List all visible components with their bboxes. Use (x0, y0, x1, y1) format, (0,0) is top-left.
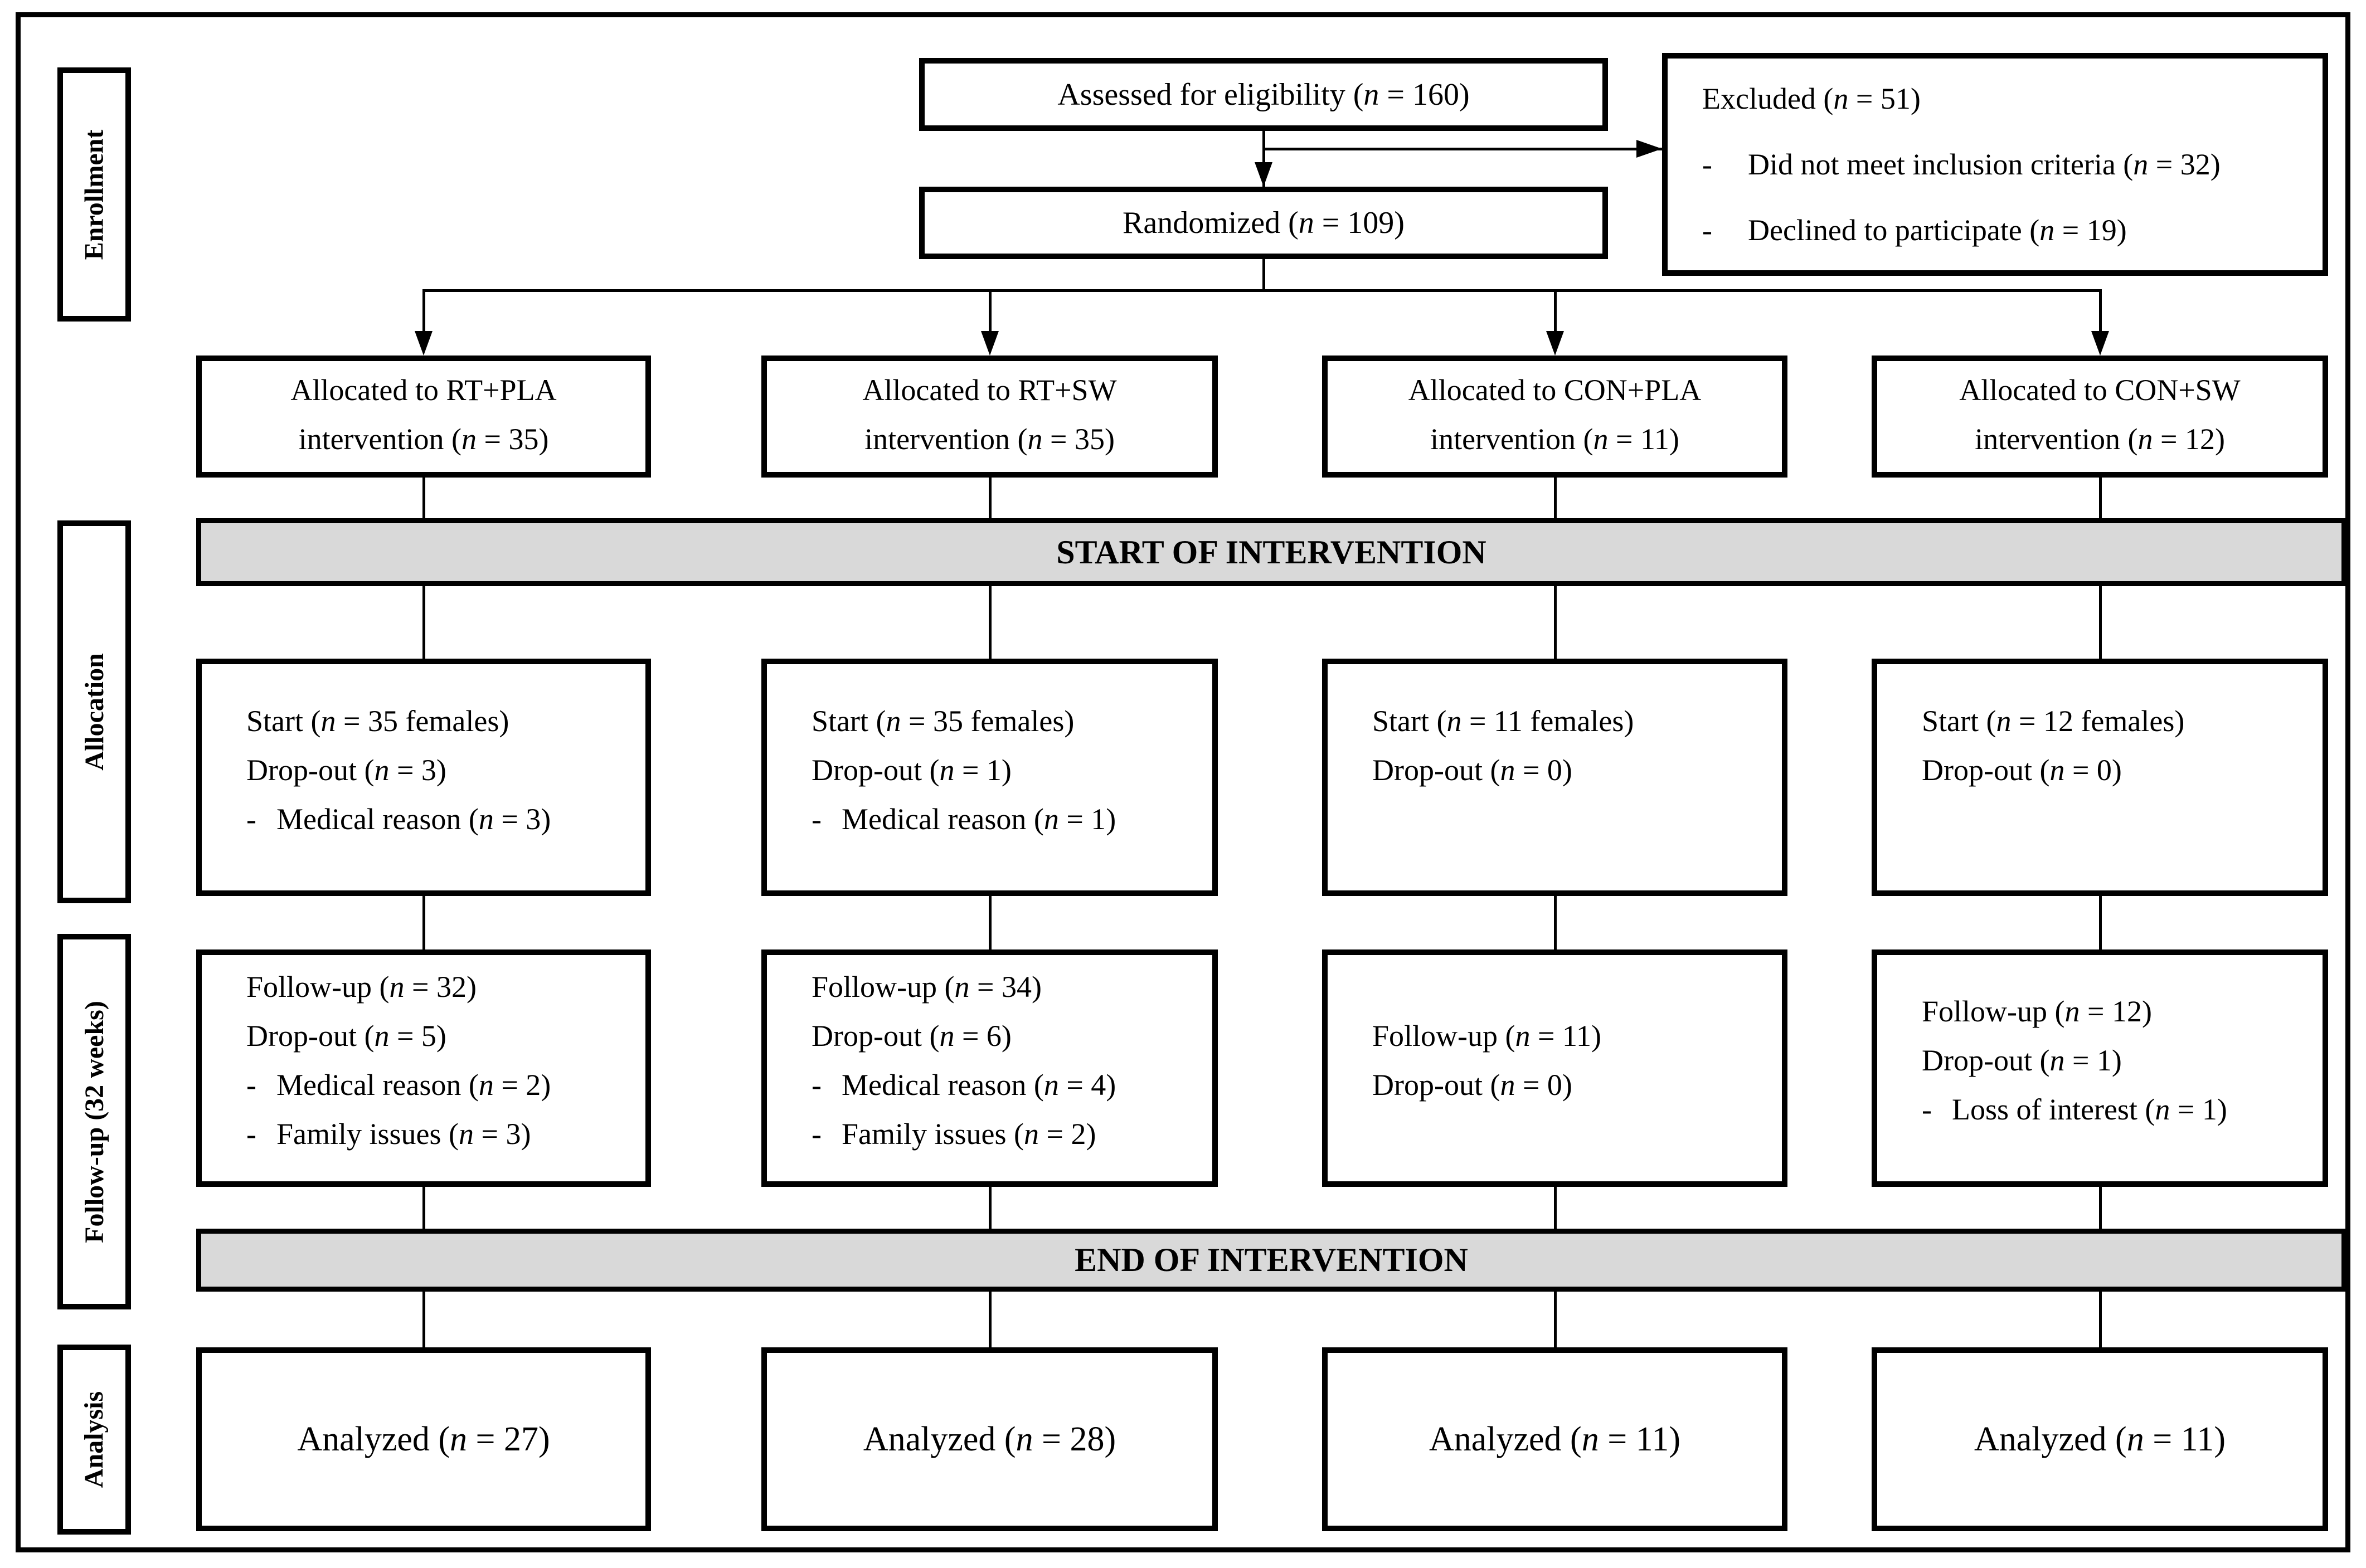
box-line: - Medical reason (n = 4) (812, 1068, 1116, 1102)
excluded-box: Excluded (n = 51) - Did not meet inclusio… (1662, 53, 2328, 276)
assessed-box: Assessed for eligibility (n = 160) (919, 58, 1608, 131)
box-line: Start (n = 35 females) (812, 704, 1075, 738)
start-box-con-sw: Start (n = 12 females) Drop-out (n = 0) (1872, 659, 2328, 896)
analysis-box-con-sw: Analyzed (n = 11) (1872, 1347, 2328, 1531)
box-line: - Family issues (n = 2) (812, 1117, 1096, 1151)
box-line: - Family issues (n = 3) (246, 1117, 531, 1151)
start-of-intervention-bar: START OF INTERVENTION (196, 518, 2346, 586)
box-line: Allocated to CON+PLA (1408, 373, 1702, 407)
followup-box-rt-sw: Follow-up (n = 34) Drop-out (n = 6) - Med… (761, 949, 1218, 1187)
allocation-box-rt-pla: Allocated to RT+PLA intervention (n = 35… (196, 356, 651, 478)
bar-label-start: START OF INTERVENTION (1056, 533, 1486, 571)
arrow-down-icon (981, 331, 999, 356)
outer-frame (16, 12, 2350, 1552)
box-line: Follow-up (n = 11) (1372, 1019, 1601, 1053)
analysis-box-rt-sw: Analyzed (n = 28) (761, 1347, 1218, 1531)
stage-label-followup: Follow-up (32 weeks) (79, 1000, 109, 1243)
stage-label-allocation: Allocation (79, 653, 109, 771)
analysis-box-rt-pla: Analyzed (n = 27) (196, 1347, 651, 1531)
box-line: Allocated to RT+PLA (290, 373, 557, 407)
allocation-box-con-sw: Allocated to CON+SW intervention (n = 12… (1872, 356, 2328, 478)
stage-label-enrollment: Enrollment (79, 129, 109, 260)
box-line: Follow-up (n = 34) (812, 970, 1042, 1004)
connector-vertical (989, 289, 992, 334)
followup-box-rt-pla: Follow-up (n = 32) Drop-out (n = 5) - Med… (196, 949, 651, 1187)
randomized-text: Randomized (n = 109) (1123, 206, 1405, 240)
box-line: Drop-out (n = 1) (812, 753, 1012, 787)
box-line: Follow-up (n = 32) (246, 970, 477, 1004)
connector-horizontal (424, 289, 2100, 292)
connector-horizontal (1264, 148, 1662, 150)
analysis-box-con-pla: Analyzed (n = 11) (1322, 1347, 1787, 1531)
box-line: Analyzed (n = 11) (1429, 1420, 1680, 1458)
assessed-text: Assessed for eligibility (n = 160) (1057, 77, 1470, 112)
box-line: Drop-out (n = 0) (1372, 753, 1572, 787)
box-line: Drop-out (n = 1) (1922, 1044, 2122, 1077)
excluded-reason: - Did not meet inclusion criteria (n = 32… (1702, 148, 2221, 181)
connector-vertical (1262, 259, 1265, 291)
box-line: Follow-up (n = 12) (1922, 995, 2152, 1028)
allocation-box-con-pla: Allocated to CON+PLA intervention (n = 1… (1322, 356, 1787, 478)
followup-box-con-pla: Follow-up (n = 11) Drop-out (n = 0) (1322, 949, 1787, 1187)
box-line: Analyzed (n = 11) (1974, 1420, 2226, 1458)
arrow-down-icon (1546, 331, 1564, 356)
box-line: - Medical reason (n = 2) (246, 1068, 551, 1102)
randomized-box: Randomized (n = 109) (919, 187, 1608, 259)
end-of-intervention-bar: END OF INTERVENTION (196, 1229, 2346, 1292)
box-line: - Loss of interest (n = 1) (1922, 1093, 2227, 1126)
box-line: intervention (n = 11) (1430, 422, 1679, 456)
stage-box-analysis: Analysis (57, 1345, 131, 1535)
arrow-down-icon (415, 331, 433, 356)
connector-vertical (1262, 131, 1265, 187)
box-line: intervention (n = 35) (298, 422, 549, 456)
connector-vertical (1554, 289, 1557, 334)
start-box-con-pla: Start (n = 11 females) Drop-out (n = 0) (1322, 659, 1787, 896)
start-box-rt-sw: Start (n = 35 females) Drop-out (n = 1) … (761, 659, 1218, 896)
box-line: intervention (n = 12) (1975, 422, 2225, 456)
stage-box-followup: Follow-up (32 weeks) (57, 934, 131, 1309)
connector-vertical (422, 289, 425, 334)
arrow-down-icon (2091, 331, 2109, 356)
start-box-rt-pla: Start (n = 35 females) Drop-out (n = 3) … (196, 659, 651, 896)
box-line: Drop-out (n = 0) (1922, 753, 2122, 787)
box-line: Start (n = 12 females) (1922, 704, 2185, 738)
connector-vertical (2099, 289, 2102, 334)
connector-vertical (989, 896, 992, 949)
box-line: intervention (n = 35) (864, 422, 1115, 456)
followup-box-con-sw: Follow-up (n = 12) Drop-out (n = 1) - Los… (1872, 949, 2328, 1187)
box-line: Allocated to RT+SW (862, 373, 1117, 407)
box-line: Start (n = 11 females) (1372, 704, 1634, 738)
box-line: - Medical reason (n = 3) (246, 802, 551, 836)
connector-vertical (2099, 896, 2102, 949)
stage-label-analysis: Analysis (79, 1391, 109, 1488)
arrow-down-icon (1255, 162, 1272, 187)
bar-label-end: END OF INTERVENTION (1075, 1241, 1468, 1278)
allocation-box-rt-sw: Allocated to RT+SW intervention (n = 35) (761, 356, 1218, 478)
box-line: Drop-out (n = 5) (246, 1019, 446, 1053)
excluded-reason: - Declined to participate (n = 19) (1702, 213, 2127, 247)
arrow-right-icon (1636, 140, 1662, 158)
stage-box-allocation: Allocation (57, 520, 131, 903)
box-line: Analyzed (n = 27) (297, 1420, 550, 1458)
box-line: Analyzed (n = 28) (863, 1420, 1116, 1458)
box-line: Start (n = 35 females) (246, 704, 509, 738)
box-line: Allocated to CON+SW (1959, 373, 2241, 407)
connector-vertical (422, 896, 425, 949)
box-line: Drop-out (n = 0) (1372, 1068, 1572, 1102)
stage-box-enrollment: Enrollment (57, 67, 131, 322)
connector-vertical (1554, 896, 1557, 949)
box-line: Drop-out (n = 6) (812, 1019, 1012, 1053)
excluded-title: Excluded (n = 51) (1702, 82, 1921, 115)
box-line: Drop-out (n = 3) (246, 753, 446, 787)
box-line: - Medical reason (n = 1) (812, 802, 1116, 836)
